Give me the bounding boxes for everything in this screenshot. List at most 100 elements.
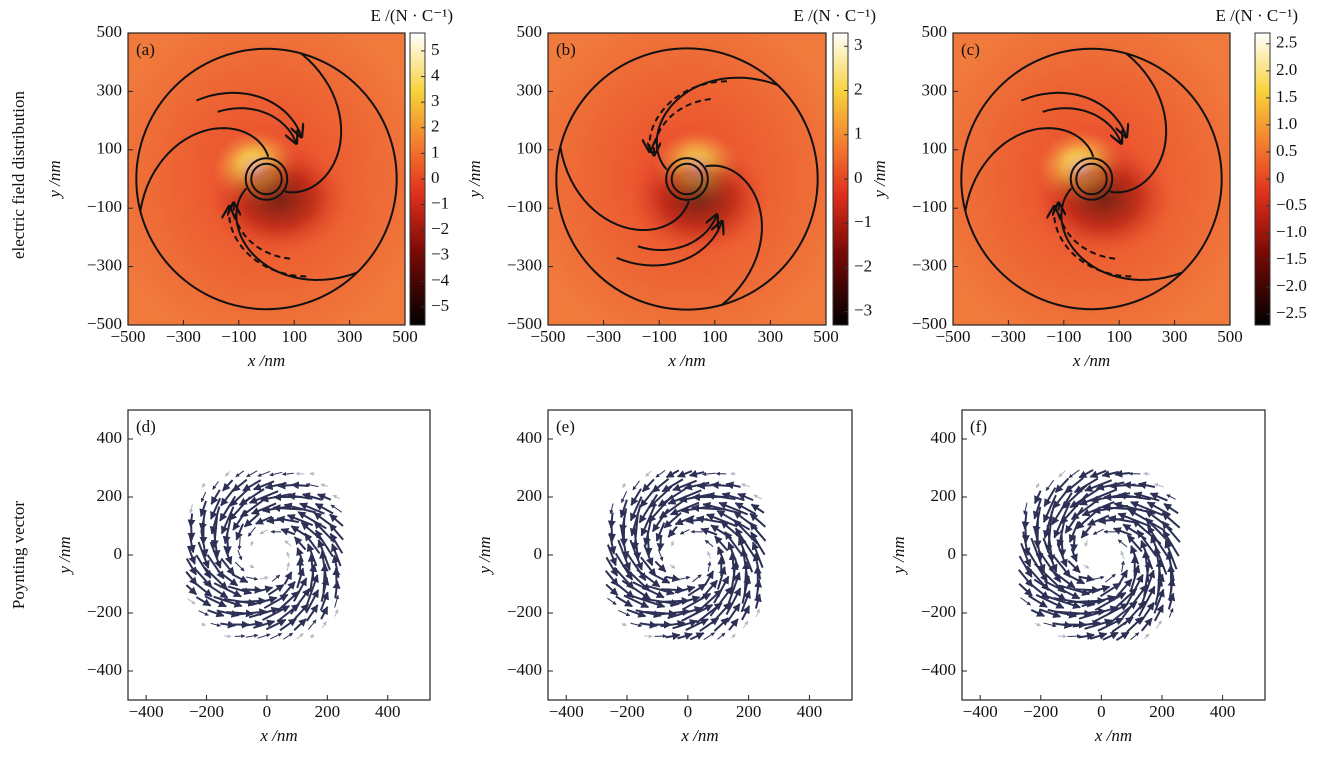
vector-arrow (609, 503, 614, 515)
vector-arrow (1054, 477, 1070, 494)
vector-arrow (1030, 609, 1045, 617)
quiver-bg (548, 410, 852, 700)
vector-arrow (204, 595, 227, 608)
vector-arrow (672, 619, 698, 630)
vector-arrow (703, 632, 715, 641)
vector-arrow (622, 482, 627, 489)
vector-arrow (280, 528, 296, 536)
vector-arrow (1137, 481, 1156, 490)
vector-arrow (1164, 539, 1178, 570)
vector-arrow (1018, 583, 1033, 597)
vector-arrow (290, 481, 309, 490)
vector-arrow (212, 481, 219, 490)
vector-arrow (1084, 618, 1113, 630)
vector-arrow (1089, 631, 1108, 640)
vector-arrow (755, 608, 760, 618)
vector-arrow (667, 525, 678, 538)
vector-arrow (1161, 520, 1181, 543)
vector-arrow (245, 633, 259, 638)
y-tick-label: −100 (87, 197, 122, 216)
vector-arrow (210, 489, 221, 505)
vector-arrow (679, 529, 690, 535)
y-axis-label: y /nm (870, 160, 889, 199)
y-tick-label: −400 (507, 660, 542, 679)
vector-arrow (730, 561, 739, 595)
x-tick-label: 400 (1210, 702, 1236, 721)
vector-arrow (1130, 545, 1140, 565)
y-tick-label: −300 (87, 256, 122, 275)
vector-arrow (750, 531, 766, 556)
vector-arrow (713, 575, 730, 604)
vector-arrow (753, 593, 762, 609)
separatrix (1109, 52, 1168, 194)
vector-arrow (740, 548, 750, 585)
x-tick-label: 100 (702, 327, 728, 346)
vector-arrow (1086, 584, 1111, 594)
y-tick-label: 100 (922, 139, 948, 158)
vector-arrow (714, 535, 729, 552)
separatrix (964, 127, 1095, 212)
x-tick-label: −200 (1023, 702, 1058, 721)
y-tick-label: −400 (87, 660, 122, 679)
vector-arrow (317, 539, 331, 571)
x-tick-label: 500 (813, 327, 839, 346)
vector-arrow (707, 551, 711, 559)
plot-area (548, 33, 826, 325)
vector-arrow (189, 504, 194, 514)
separatrix (705, 164, 763, 306)
vector-arrow (1042, 494, 1057, 523)
vector-arrow (1165, 551, 1175, 582)
vector-arrow (685, 618, 709, 631)
y-tick-label: −300 (507, 256, 542, 275)
vector-arrow (623, 594, 650, 609)
vector-arrow (296, 633, 304, 640)
colorbar-tick-label: −2.0 (1276, 276, 1307, 295)
vector-arrow (707, 561, 712, 572)
vector-arrow (257, 470, 271, 477)
vector-arrow (734, 527, 757, 560)
vector-arrow (613, 581, 635, 599)
flow-arrow (196, 91, 301, 136)
vector-arrow (267, 583, 285, 596)
vector-arrow (1153, 545, 1163, 587)
vector-arrow (198, 610, 209, 616)
y-axis-label: y /nm (475, 536, 494, 575)
separatrix (139, 127, 270, 212)
flow-arrow (649, 80, 727, 150)
vector-arrow (1117, 539, 1128, 548)
vector-arrow (1105, 573, 1116, 583)
x-tick-label: −100 (221, 327, 256, 346)
vector-arrow (328, 523, 344, 541)
vector-arrow (187, 598, 196, 605)
colorbar-tick-label: −2 (854, 256, 872, 275)
vector-arrow (314, 529, 334, 558)
vector-arrow (752, 552, 762, 580)
x-axis-label: x /nm (1072, 351, 1110, 370)
vector-arrow (657, 486, 688, 508)
y-tick-label: 500 (97, 22, 123, 41)
vector-arrow (320, 483, 329, 488)
vector-arrow (334, 594, 340, 608)
vector-arrow (185, 558, 197, 576)
vector-arrow (259, 529, 269, 535)
vector-arrow (293, 536, 307, 551)
colorbar-tick-label: 0 (854, 168, 863, 187)
colorbar-tick-label: 2.5 (1276, 33, 1297, 52)
vector-arrow (235, 470, 245, 478)
x-tick-label: 300 (337, 327, 363, 346)
vector-arrow (1078, 632, 1095, 641)
vector-arrow (682, 592, 712, 610)
y-tick-label: 400 (931, 428, 957, 447)
vector-arrow (669, 564, 676, 569)
panel-label: (a) (136, 40, 155, 59)
x-tick-label: −300 (166, 327, 201, 346)
vector-arrow (1072, 619, 1101, 628)
vector-arrow (689, 632, 705, 641)
colorbar-tick-label: −1.0 (1276, 222, 1307, 241)
vector-arrow (1033, 578, 1067, 602)
x-tick-label: 0 (684, 702, 693, 721)
vector-arrow (309, 563, 318, 593)
vector-arrow (246, 470, 258, 478)
x-tick-label: 200 (1149, 702, 1175, 721)
vector-arrow (259, 576, 269, 580)
